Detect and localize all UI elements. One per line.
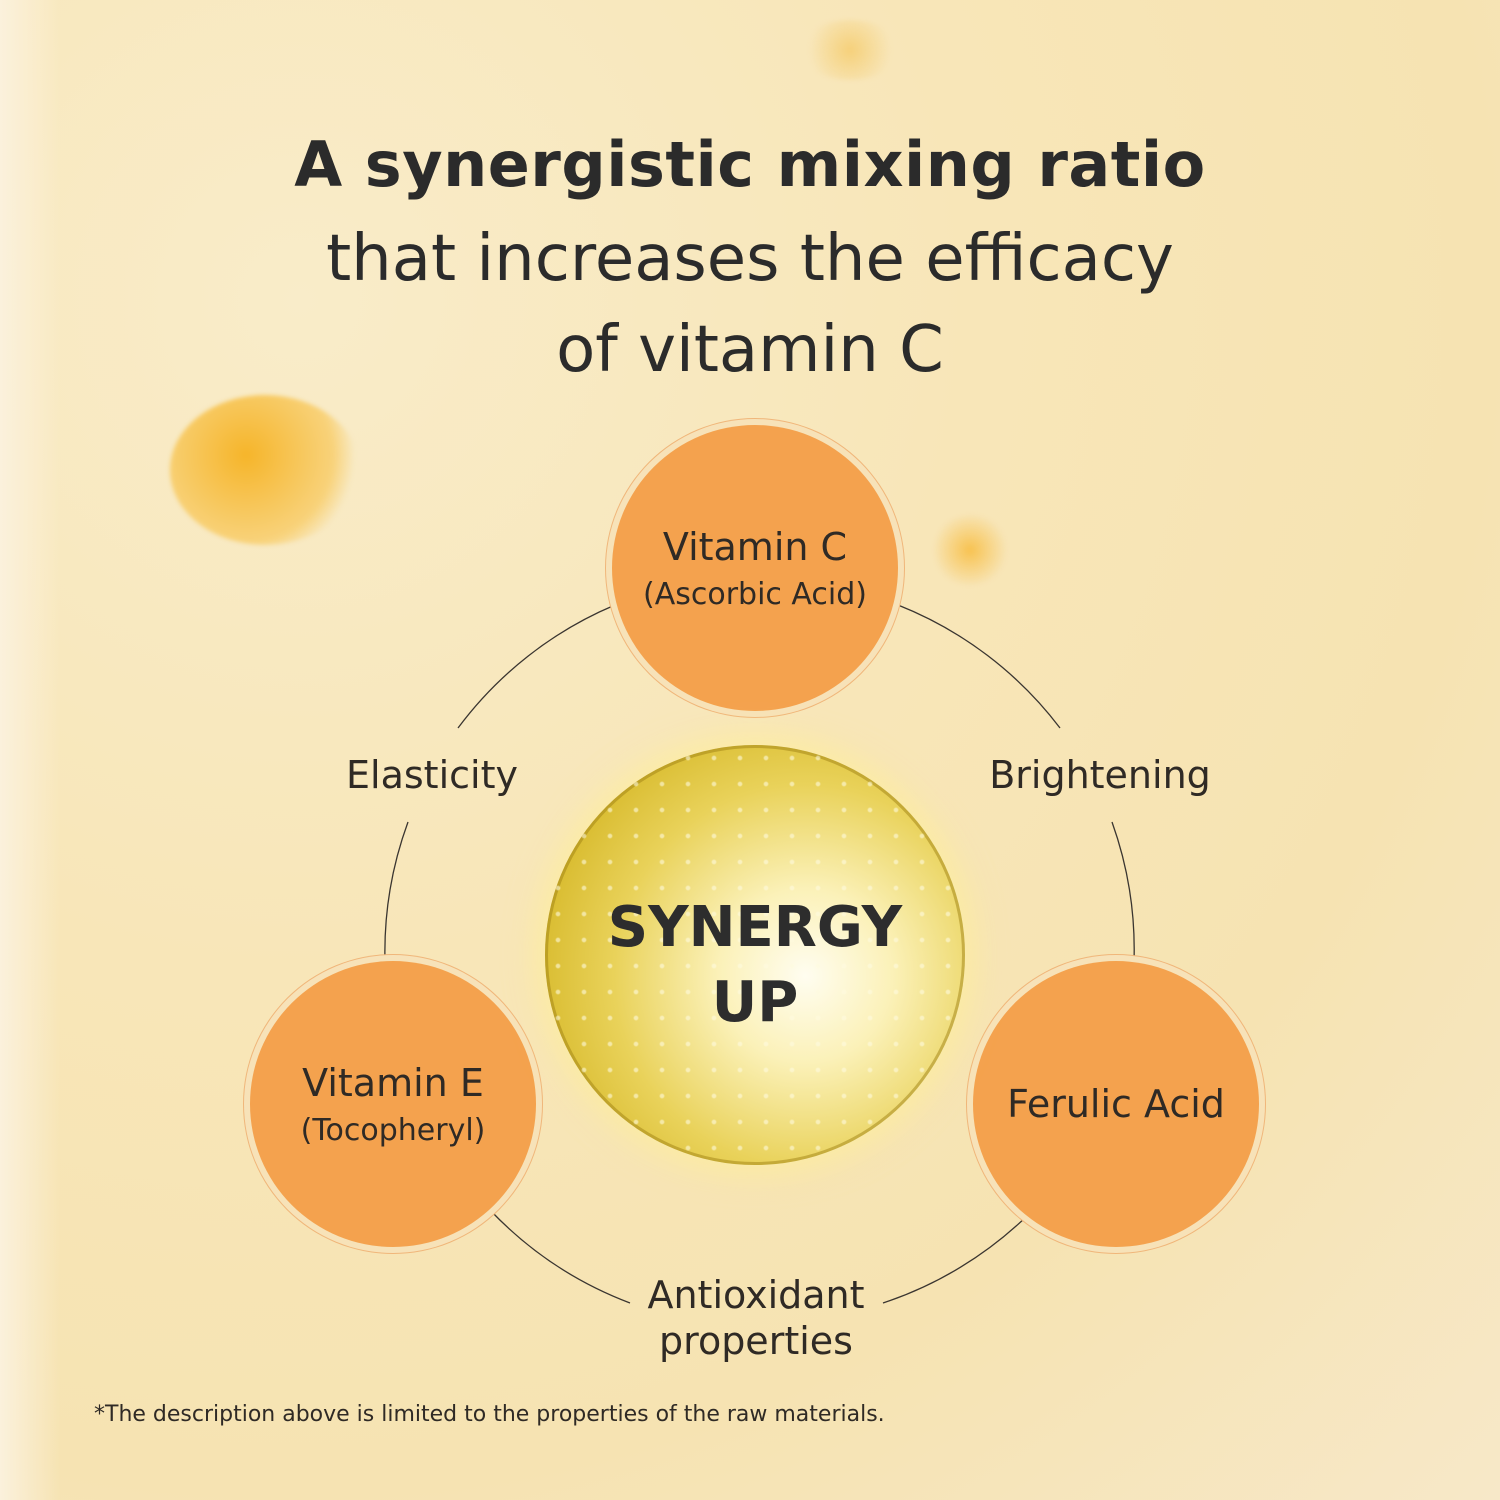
footnote: *The description above is limited to the… xyxy=(94,1402,885,1427)
background-glow xyxy=(0,0,60,1500)
node-sub: (Ascorbic Acid) xyxy=(642,576,868,612)
headline-line-1: A synergistic mixing ratio xyxy=(294,128,1206,201)
arc-brightening-to-ferulic xyxy=(1111,821,1135,963)
benefit-antioxidant-line-1: Antioxidant xyxy=(647,1273,865,1317)
decorative-droplet xyxy=(170,395,360,545)
sparkle-pattern xyxy=(545,745,965,1165)
node-vitamin-c: Vitamin C (Ascorbic Acid) xyxy=(612,425,898,711)
headline-line-3: of vitamin C xyxy=(556,313,944,387)
arc-antioxidant-to-ferulic xyxy=(882,1214,1029,1304)
benefit-brightening: Brightening xyxy=(989,753,1211,797)
benefit-elasticity: Elasticity xyxy=(346,753,518,797)
synergy-sphere: SYNERGY UP xyxy=(545,745,965,1165)
benefit-antioxidant-line-2: properties xyxy=(659,1319,853,1363)
node-sub: (Tocopheryl) xyxy=(300,1112,486,1148)
synergy-line-2: UP xyxy=(711,970,799,1035)
arc-elasticity-to-e xyxy=(384,821,409,963)
headline-line-2: that increases the efficacy xyxy=(326,222,1174,296)
node-ferulic-acid: Ferulic Acid xyxy=(973,961,1259,1247)
node-vitamin-e: Vitamin E (Tocopheryl) xyxy=(250,961,536,1247)
node-name: Vitamin C xyxy=(662,524,848,569)
decorative-droplet xyxy=(930,515,1010,585)
synergy-line-1: SYNERGY xyxy=(607,895,903,960)
benefit-antioxidant: Antioxidant properties xyxy=(620,1272,892,1364)
decorative-droplet xyxy=(800,20,900,80)
node-name: Vitamin E xyxy=(302,1060,484,1105)
arc-e-to-antioxidant xyxy=(489,1209,631,1304)
node-name: Ferulic Acid xyxy=(1007,1082,1225,1126)
arc-c-to-elasticity xyxy=(457,604,616,729)
arc-c-to-brightening xyxy=(897,604,1061,729)
